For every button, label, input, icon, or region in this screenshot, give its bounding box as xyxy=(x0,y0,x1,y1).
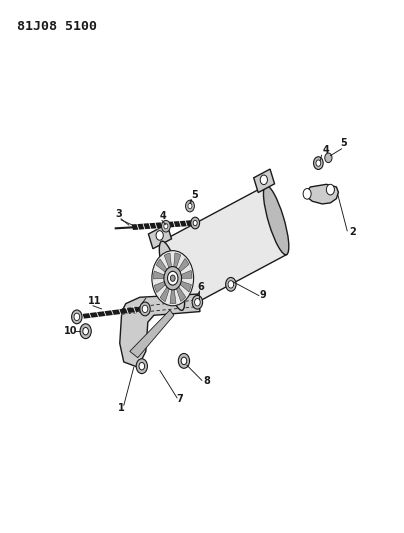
Polygon shape xyxy=(120,294,200,367)
Circle shape xyxy=(156,231,163,240)
Circle shape xyxy=(162,220,170,232)
Circle shape xyxy=(316,160,321,166)
Circle shape xyxy=(140,302,150,316)
Text: 1: 1 xyxy=(118,403,124,413)
Polygon shape xyxy=(160,278,173,302)
Circle shape xyxy=(168,271,178,285)
Circle shape xyxy=(191,217,200,229)
Text: 9: 9 xyxy=(259,290,266,300)
Polygon shape xyxy=(164,253,173,278)
Text: 4: 4 xyxy=(160,211,166,221)
Polygon shape xyxy=(148,224,172,249)
Ellipse shape xyxy=(263,185,289,255)
Circle shape xyxy=(152,251,194,306)
Circle shape xyxy=(192,295,202,309)
Circle shape xyxy=(181,357,187,365)
Circle shape xyxy=(326,184,335,195)
Circle shape xyxy=(314,157,323,169)
Polygon shape xyxy=(154,278,173,293)
Text: 81J08 5100: 81J08 5100 xyxy=(17,20,97,33)
Text: 8: 8 xyxy=(204,376,210,386)
Circle shape xyxy=(226,278,236,291)
Text: 6: 6 xyxy=(197,282,204,293)
Circle shape xyxy=(185,200,194,212)
Text: 11: 11 xyxy=(88,296,101,305)
Text: 10: 10 xyxy=(64,326,78,336)
Text: 5: 5 xyxy=(341,138,347,148)
Circle shape xyxy=(178,353,189,368)
Circle shape xyxy=(136,359,147,374)
Ellipse shape xyxy=(159,241,185,310)
Circle shape xyxy=(142,305,148,313)
Polygon shape xyxy=(173,259,189,278)
Polygon shape xyxy=(173,253,181,278)
Circle shape xyxy=(193,220,197,225)
Circle shape xyxy=(228,281,234,288)
Circle shape xyxy=(170,275,175,281)
Text: 4: 4 xyxy=(322,144,329,155)
Circle shape xyxy=(83,327,88,335)
Circle shape xyxy=(164,223,168,229)
Polygon shape xyxy=(173,278,186,301)
Polygon shape xyxy=(304,184,339,204)
Circle shape xyxy=(74,313,80,320)
Circle shape xyxy=(325,153,332,163)
Polygon shape xyxy=(170,278,176,304)
Polygon shape xyxy=(154,271,173,279)
Polygon shape xyxy=(173,278,191,292)
Circle shape xyxy=(72,310,82,324)
Circle shape xyxy=(303,189,311,199)
Polygon shape xyxy=(156,259,173,278)
Text: 5: 5 xyxy=(191,190,198,199)
Polygon shape xyxy=(173,270,192,278)
Circle shape xyxy=(80,324,91,338)
Circle shape xyxy=(188,204,192,209)
Text: 2: 2 xyxy=(349,227,356,237)
Text: 3: 3 xyxy=(116,209,122,219)
Polygon shape xyxy=(254,169,275,192)
Circle shape xyxy=(195,298,200,306)
Circle shape xyxy=(260,175,267,184)
Polygon shape xyxy=(130,310,174,358)
Text: 7: 7 xyxy=(176,394,183,404)
Circle shape xyxy=(164,266,181,290)
Polygon shape xyxy=(162,185,287,310)
Circle shape xyxy=(139,362,145,370)
